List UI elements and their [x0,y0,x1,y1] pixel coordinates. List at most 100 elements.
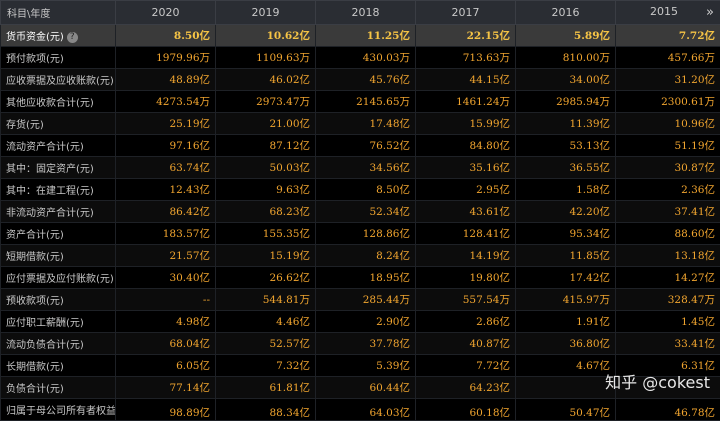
year-2020[interactable]: 2020 [116,1,216,25]
row-value: 84.80亿 [416,135,516,157]
row-label: 负债合计(元) [1,377,116,399]
row-label: 货币资金(元)? [1,25,116,47]
row-value: 2300.61万 [616,91,720,113]
row-label: 长期借款(元) [1,355,116,377]
row-value: 34.56亿 [316,157,416,179]
row-label: 预付款项(元) [1,47,116,69]
row-value [516,377,616,399]
year-2015[interactable]: 2015 » [616,1,720,25]
row-value: 2.36亿 [616,179,720,201]
row-value: 36.55亿 [516,157,616,179]
row-value: 8.24亿 [316,245,416,267]
row-value: 1.91亿 [516,311,616,333]
row-value: 5.39亿 [316,355,416,377]
row-value: 25.19亿 [116,113,216,135]
row-value: 64.23亿 [416,377,516,399]
row-label: 应付职工薪酬(元) [1,311,116,333]
row-value: 10.96亿 [616,113,720,135]
row-value: 35.16亿 [416,157,516,179]
row-value: 128.41亿 [416,223,516,245]
row-value: 60.18亿 [416,399,516,421]
row-value: 19.80亿 [416,267,516,289]
row-value: 30.87亿 [616,157,720,179]
row-value: 544.81万 [216,289,316,311]
row-label: 存货(元) [1,113,116,135]
row-value: 50.47亿 [516,399,616,421]
watermark: 知乎 @cokest [605,369,710,393]
year-2015-label: 2015 [650,5,678,18]
row-label: 短期借款(元) [1,245,116,267]
year-2017[interactable]: 2017 [416,1,516,25]
next-page-icon[interactable]: » [706,5,714,20]
row-value: 328.47万 [616,289,720,311]
row-value: 1461.24万 [416,91,516,113]
row-value: 128.86亿 [316,223,416,245]
row-value: 9.63亿 [216,179,316,201]
row-value: 40.87亿 [416,333,516,355]
row-value: 17.48亿 [316,113,416,135]
row-value: 1109.63万 [216,47,316,69]
row-value: 86.42亿 [116,201,216,223]
row-value: 8.50亿 [116,25,216,47]
row-value: 77.14亿 [116,377,216,399]
row-value: 63.74亿 [116,157,216,179]
year-2018[interactable]: 2018 [316,1,416,25]
row-value: 11.25亿 [316,25,416,47]
row-value: 21.00亿 [216,113,316,135]
row-label: 资产合计(元) [1,223,116,245]
year-2016[interactable]: 2016 [516,1,616,25]
row-value: 285.44万 [316,289,416,311]
row-value: 2.86亿 [416,311,516,333]
row-value: 97.16亿 [116,135,216,157]
row-label: 应收票据及应收账款(元) [1,69,116,91]
row-value: 17.42亿 [516,267,616,289]
row-value: 457.66万 [616,47,720,69]
row-value: 14.19亿 [416,245,516,267]
row-value: 155.35亿 [216,223,316,245]
row-value: 4273.54万 [116,91,216,113]
row-label: 应付票据及应付账款(元) [1,267,116,289]
header-label: 科目\年度 [1,1,116,25]
row-value: 53.13亿 [516,135,616,157]
row-label: 其中：在建工程(元) [1,179,116,201]
row-value: 50.03亿 [216,157,316,179]
row-value: 37.41亿 [616,201,720,223]
row-value: 4.46亿 [216,311,316,333]
row-value: 15.19亿 [216,245,316,267]
row-value: 51.19亿 [616,135,720,157]
row-label: 归属于母公司所有者权益 [1,399,116,421]
row-label: 流动资产合计(元) [1,135,116,157]
row-value: 42.20亿 [516,201,616,223]
row-value: 4.98亿 [116,311,216,333]
row-value: 430.03万 [316,47,416,69]
help-icon[interactable]: ? [67,32,78,43]
year-2019[interactable]: 2019 [216,1,316,25]
row-value: 4.67亿 [516,355,616,377]
row-value: 2985.94万 [516,91,616,113]
row-value: 52.34亿 [316,201,416,223]
row-value: 34.00亿 [516,69,616,91]
row-value: 52.57亿 [216,333,316,355]
row-value: 14.27亿 [616,267,720,289]
row-value: 44.15亿 [416,69,516,91]
row-value: 11.39亿 [516,113,616,135]
row-value: 37.78亿 [316,333,416,355]
